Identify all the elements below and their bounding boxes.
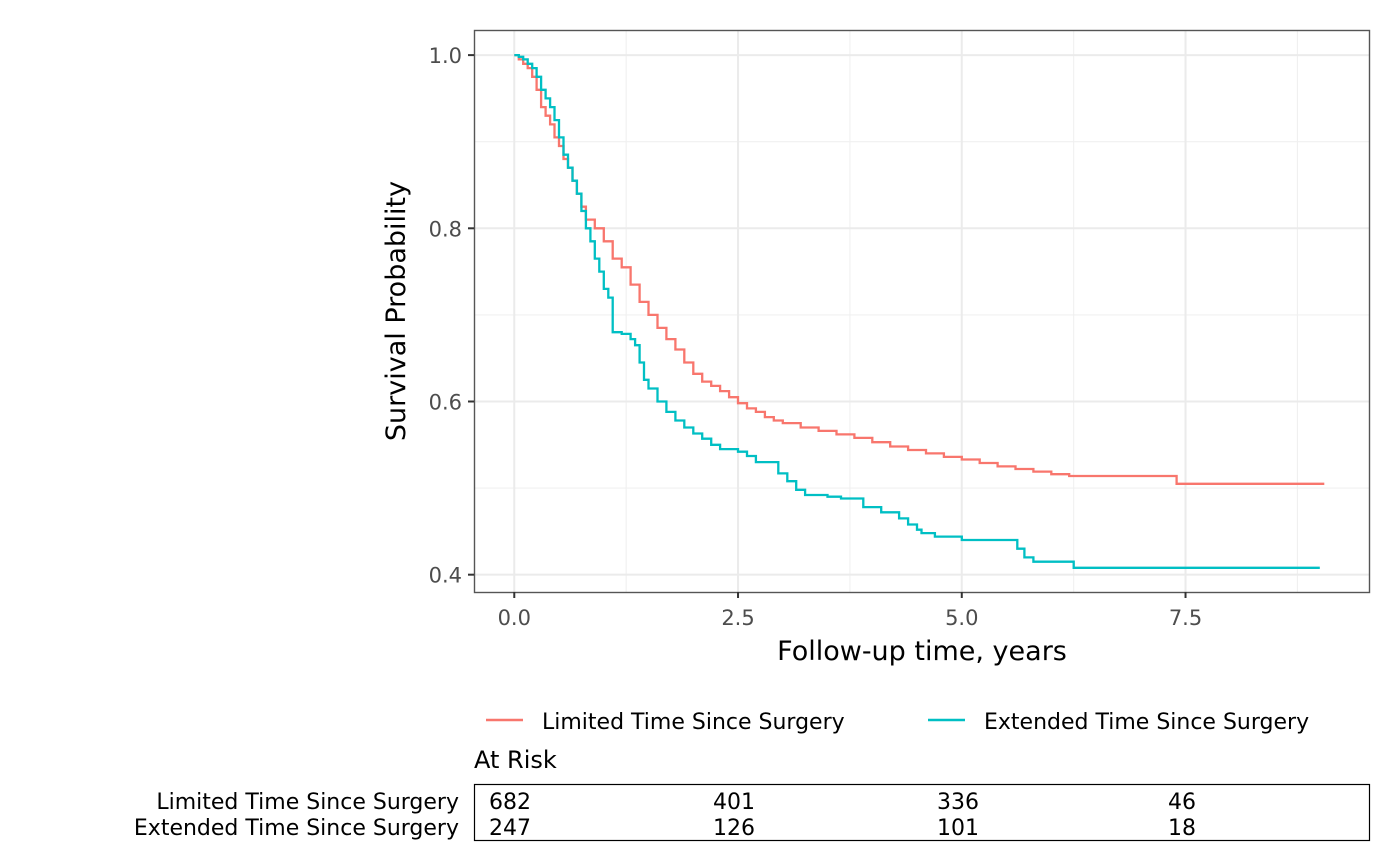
- x-axis: 0.0 2.5 5.0 7.5: [498, 592, 1202, 630]
- at-risk-value: 126: [713, 816, 755, 841]
- at-risk-value: 18: [1168, 816, 1196, 841]
- at-risk-value: 336: [937, 790, 979, 815]
- plot-panel: [473, 29, 1371, 594]
- y-axis-title: Survival Probability: [381, 181, 412, 441]
- survival-curves: [514, 53, 1325, 569]
- at-risk-value: 682: [489, 790, 531, 815]
- at-risk-values: 682 401 336 46 247 126 101 18: [489, 790, 1196, 841]
- at-risk-title: At Risk: [474, 746, 557, 774]
- at-risk-value: 101: [937, 816, 979, 841]
- y-axis: 0.4 0.6 0.8 1.0: [429, 44, 474, 588]
- at-risk-value: 401: [713, 790, 755, 815]
- at-risk-row-label-extended: Extended Time Since Surgery: [134, 816, 459, 841]
- y-tick-label: 0.8: [429, 217, 462, 241]
- panel-background: [474, 30, 1369, 592]
- x-tick-label: 0.0: [498, 606, 531, 630]
- legend: Limited Time Since Surgery Extended Time…: [486, 710, 1309, 735]
- at-risk-row-label-limited: Limited Time Since Surgery: [156, 790, 459, 815]
- major-gridlines: [474, 30, 1369, 592]
- legend-label-extended: Extended Time Since Surgery: [984, 710, 1309, 735]
- y-tick-label: 1.0: [429, 44, 462, 68]
- curve-extended-time-since-surgery: [514, 53, 1320, 569]
- x-tick-label: 7.5: [1169, 606, 1202, 630]
- legend-item-extended: Extended Time Since Surgery: [928, 710, 1309, 735]
- at-risk-value: 46: [1168, 790, 1196, 815]
- minor-gridlines: [474, 30, 1369, 592]
- y-tick-label: 0.4: [429, 564, 462, 588]
- x-axis-title: Follow-up time, years: [777, 636, 1067, 667]
- x-tick-label: 5.0: [945, 606, 978, 630]
- legend-item-limited: Limited Time Since Surgery: [486, 710, 845, 735]
- at-risk-box: [473, 783, 1371, 842]
- legend-label-limited: Limited Time Since Surgery: [542, 710, 845, 735]
- at-risk-table: At Risk Limited Time Since Surgery Exten…: [134, 746, 1371, 842]
- at-risk-value: 247: [489, 816, 531, 841]
- x-tick-label: 2.5: [721, 606, 754, 630]
- panel-border: [473, 29, 1371, 594]
- y-tick-label: 0.6: [429, 390, 462, 414]
